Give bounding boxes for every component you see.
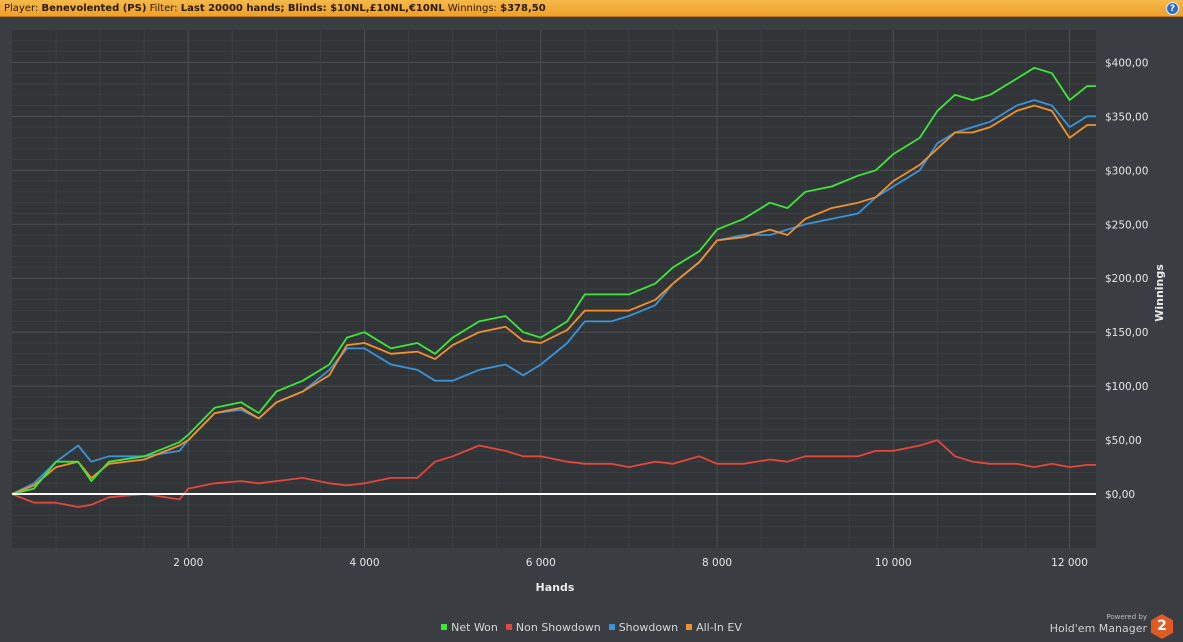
- winnings-graph: $0,00 $50,00 $100,00 $150,00 $200,00 $250,00 $…: [11, 30, 1166, 594]
- powered-by-text: Powered by: [1106, 613, 1147, 621]
- x-tick-label: 6 000: [526, 557, 556, 569]
- legend-item[interactable]: Net Won: [441, 621, 498, 634]
- series-line-net-won: [11, 66, 1096, 495]
- x-tick-label: 4 000: [349, 557, 379, 569]
- y-axis-label: Winnings: [1153, 264, 1166, 322]
- series-lines: [11, 66, 1096, 508]
- x-axis: 2 000 4 000 6 000 8 000 10 000 12 000: [173, 557, 1088, 569]
- x-tick-label: 10 000: [875, 557, 912, 569]
- winnings-label: Winnings:: [447, 3, 497, 14]
- filter-label: Filter:: [149, 3, 178, 14]
- grid-lines: [12, 30, 1096, 548]
- y-tick-label: $50,00: [1105, 435, 1142, 447]
- legend-label: Net Won: [451, 621, 498, 634]
- legend-label: All-In EV: [696, 621, 742, 634]
- y-tick-label: $350,00: [1105, 111, 1148, 123]
- x-tick-label: 8 000: [702, 557, 732, 569]
- filter-header-bar: Player: Benevolented (PS) Filter: Last 2…: [0, 0, 1183, 17]
- hem2-logo-icon: 2: [1151, 614, 1173, 639]
- legend-item[interactable]: Non Showdown: [505, 621, 601, 634]
- winnings-value: $378,50: [500, 3, 546, 14]
- y-tick-label: $400,00: [1105, 57, 1148, 69]
- y-tick-label: $200,00: [1105, 273, 1148, 285]
- y-tick-label: $150,00: [1105, 327, 1148, 339]
- help-icon[interactable]: ?: [1166, 2, 1179, 15]
- legend-swatch: [441, 624, 448, 630]
- legend-swatch: [505, 624, 512, 630]
- y-tick-label: $250,00: [1105, 219, 1148, 231]
- x-axis-label: Hands: [536, 581, 575, 594]
- series-line-all-in-ev: [11, 104, 1096, 495]
- y-tick-label: $0,00: [1105, 489, 1135, 501]
- legend-item[interactable]: Showdown: [608, 621, 679, 634]
- filter-value: Last 20000 hands; Blinds: $10NL,£10NL,€1…: [180, 3, 445, 14]
- y-axis: $0,00 $50,00 $100,00 $150,00 $200,00 $250,00 $…: [1105, 57, 1148, 501]
- y-tick-label: $100,00: [1105, 381, 1148, 393]
- player-value: Benevolented (PS): [41, 3, 147, 14]
- player-label: Player:: [4, 3, 39, 14]
- legend-label: Showdown: [618, 621, 679, 634]
- series-line-non-showdown: [11, 439, 1096, 508]
- legend-swatch: [608, 624, 615, 630]
- y-tick-label: $300,00: [1105, 165, 1148, 177]
- x-tick-label: 2 000: [173, 557, 203, 569]
- legend: Net Won Non Showdown Showdown All-In EV: [0, 621, 1183, 634]
- legend-label: Non Showdown: [515, 621, 601, 634]
- legend-swatch: [686, 624, 693, 630]
- legend-item[interactable]: All-In EV: [686, 621, 742, 634]
- brand-name: Hold'em Manager: [1049, 622, 1147, 635]
- brand: Powered by Hold'em Manager: [1050, 612, 1147, 634]
- x-tick-label: 12 000: [1051, 557, 1088, 569]
